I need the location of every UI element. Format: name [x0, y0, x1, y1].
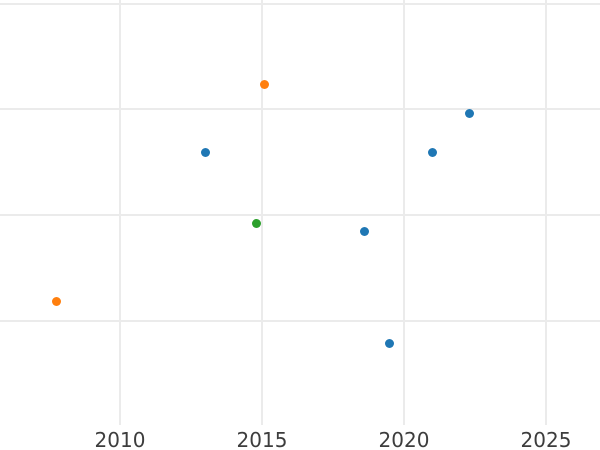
data-point-blue-series: [359, 226, 369, 236]
data-point-blue-series: [385, 338, 395, 348]
gridline-horizontal: [0, 108, 600, 111]
x-tick-label: 2015: [236, 428, 288, 450]
data-point-blue-series: [464, 109, 474, 119]
gridline-vertical: [119, 0, 121, 425]
x-tick-label: 2025: [520, 428, 572, 450]
gridline-horizontal: [0, 214, 600, 217]
data-point-green-series: [251, 219, 261, 229]
gridline-vertical: [403, 0, 405, 425]
gridline-horizontal: [0, 320, 600, 322]
x-tick-label: 2020: [378, 428, 430, 450]
gridline-horizontal: [0, 2, 600, 5]
data-point-orange-series: [260, 80, 270, 90]
x-tick-label: 2010: [94, 428, 146, 450]
gridline-vertical: [545, 0, 547, 425]
data-point-orange-series: [51, 297, 61, 307]
data-point-blue-series: [200, 148, 210, 158]
data-point-blue-series: [427, 148, 437, 158]
gridline-vertical: [261, 0, 263, 425]
